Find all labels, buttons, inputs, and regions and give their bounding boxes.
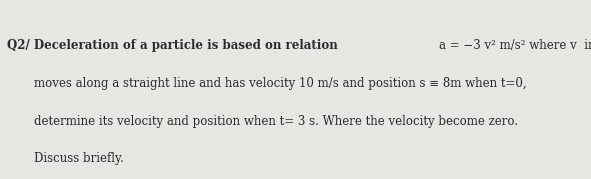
Text: Discuss briefly.: Discuss briefly. [34,152,124,165]
Text: Q2/ Deceleration of a particle is based on relation: Q2/ Deceleration of a particle is based … [7,39,342,52]
Text: determine its velocity and position when t= 3 s. Where the velocity become zero.: determine its velocity and position when… [34,115,518,128]
Text: a = −3 v² m/s² where v  in  m/s. If it: a = −3 v² m/s² where v in m/s. If it [439,39,591,52]
Text: moves along a straight line and has velocity 10 m/s and position s ≡ 8m when t=0: moves along a straight line and has velo… [34,77,527,90]
